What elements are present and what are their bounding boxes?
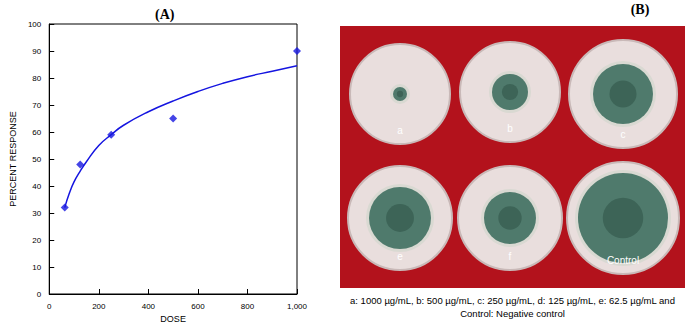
svg-text:1,000: 1,000 bbox=[287, 302, 308, 311]
svg-text:400: 400 bbox=[142, 302, 156, 311]
svg-text:100: 100 bbox=[28, 20, 42, 29]
svg-text:c: c bbox=[621, 129, 626, 140]
svg-text:200: 200 bbox=[92, 302, 106, 311]
svg-text:20: 20 bbox=[32, 236, 41, 245]
svg-text:50: 50 bbox=[32, 155, 41, 164]
html-text:Control: Negative control: Control: Negative control bbox=[460, 308, 565, 319]
svg-text:e: e bbox=[397, 251, 403, 262]
svg-text:a: a bbox=[397, 125, 403, 136]
svg-text:Control: Control bbox=[607, 255, 639, 266]
svg-text:PERCENT RESPONSE: PERCENT RESPONSE bbox=[8, 111, 18, 206]
svg-text:f: f bbox=[509, 251, 512, 262]
svg-text:10: 10 bbox=[32, 263, 41, 272]
svg-text:0: 0 bbox=[47, 302, 52, 311]
svg-text:80: 80 bbox=[32, 74, 41, 83]
svg-text:(A): (A) bbox=[155, 7, 175, 23]
svg-text:30: 30 bbox=[32, 209, 41, 218]
svg-text:600: 600 bbox=[191, 302, 205, 311]
svg-text:800: 800 bbox=[241, 302, 255, 311]
svg-text:DOSE: DOSE bbox=[160, 314, 186, 324]
svg-text:0: 0 bbox=[37, 290, 42, 299]
svg-text:70: 70 bbox=[32, 101, 41, 110]
svg-text:b: b bbox=[507, 123, 513, 134]
html-text:a: 1000 µg/mL, b: 500 µg/mL, c: a: 1000 µg/mL, b: 500 µg/mL, c: 250 µg/m… bbox=[350, 295, 675, 306]
svg-text:90: 90 bbox=[32, 47, 41, 56]
html-text:(B): (B) bbox=[630, 2, 650, 17]
svg-text:40: 40 bbox=[32, 182, 41, 191]
svg-text:60: 60 bbox=[32, 128, 41, 137]
